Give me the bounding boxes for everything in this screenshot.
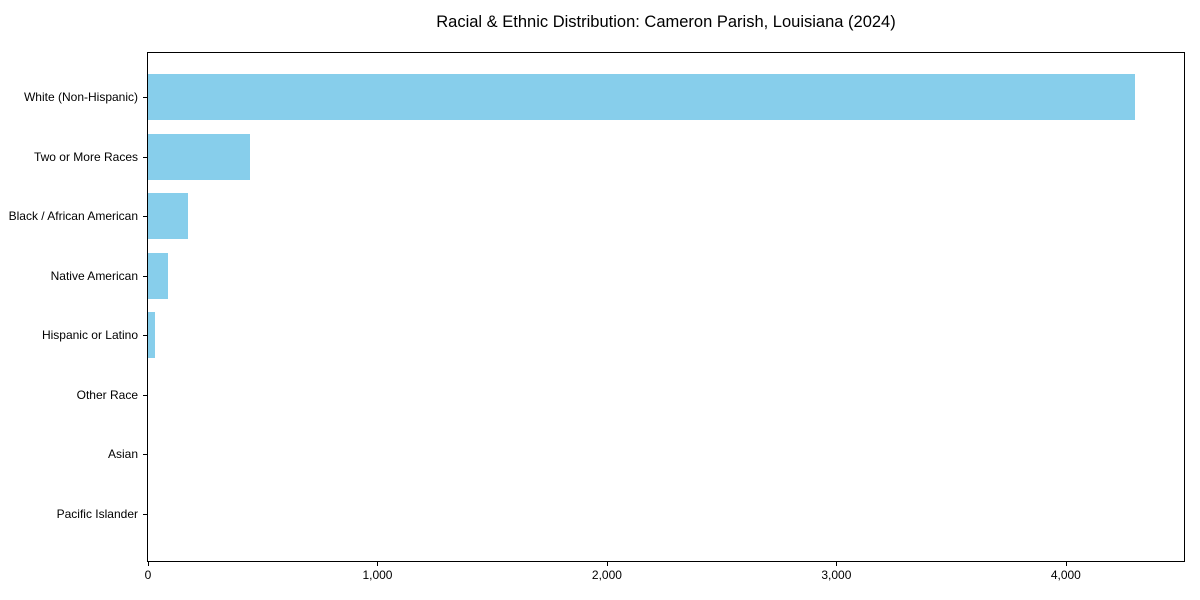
category-label-native-american: Native American	[50, 268, 138, 283]
x-tick-label-4000: 4,000	[1050, 568, 1081, 582]
bar-two-or-more-races	[148, 133, 251, 180]
y-tick-two-or-more-races	[143, 156, 147, 158]
category-label-white-non-hispanic: White (Non-Hispanic)	[23, 90, 138, 104]
category-label-other-race: Other Race	[76, 387, 138, 402]
y-tick-black-african-american	[143, 216, 147, 217]
category-label-hispanic-or-latino: Hispanic or Latino	[41, 328, 138, 342]
y-tick-asian	[143, 454, 147, 455]
x-tick-3000	[836, 562, 838, 566]
category-label-asian: Asian	[107, 447, 138, 461]
x-tick-0	[148, 562, 149, 566]
y-tick-hispanic-or-latino	[143, 335, 147, 336]
x-tick-1000	[377, 562, 379, 566]
x-tick-label-0: 0	[144, 568, 152, 582]
x-tick-4000	[1065, 562, 1067, 566]
x-tick-label-3000: 3,000	[821, 568, 852, 582]
y-tick-white-non-hispanic	[143, 97, 147, 98]
bar-black-african-american	[148, 193, 189, 239]
y-tick-pacific-islander	[143, 513, 147, 515]
bar-native-american	[148, 252, 168, 299]
y-tick-native-american	[143, 275, 147, 277]
category-label-pacific-islander: Pacific Islander	[56, 506, 138, 521]
category-label-two-or-more-races: Two or More Races	[33, 149, 138, 164]
y-tick-other-race	[143, 394, 147, 396]
x-tick-2000	[606, 562, 608, 566]
x-tick-label-1000: 1,000	[362, 568, 393, 582]
plot-area	[147, 52, 1185, 562]
chart-title: Racial & Ethnic Distribution: Cameron Pa…	[436, 13, 896, 31]
bar-white-non-hispanic	[148, 74, 1135, 120]
bar-hispanic-or-latino	[148, 312, 155, 358]
x-tick-label-2000: 2,000	[591, 568, 622, 582]
category-label-black-african-american: Black / African American	[8, 209, 138, 223]
